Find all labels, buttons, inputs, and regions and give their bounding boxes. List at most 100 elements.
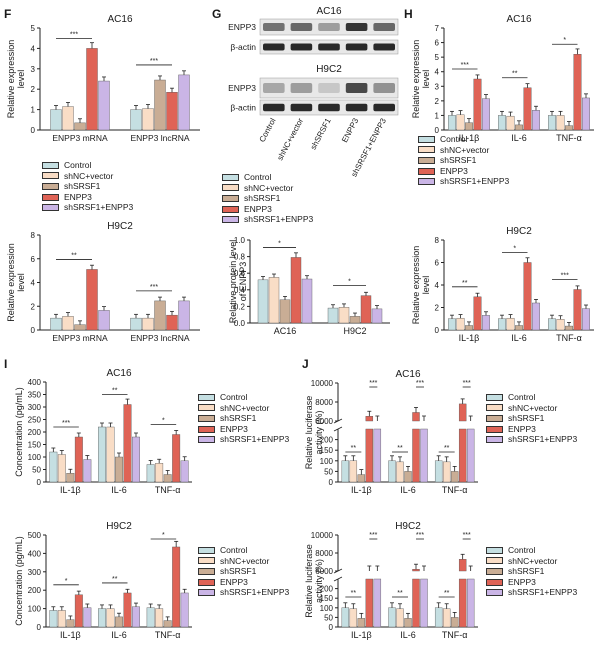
legend-item: shSRSF1 xyxy=(222,193,313,204)
significance-label: *** xyxy=(70,31,78,38)
legend-item: Control xyxy=(198,392,289,403)
legend-item: shSRSF1+ENPP3 xyxy=(486,587,577,598)
significance-label: *** xyxy=(416,532,424,539)
legend-swatch-enpp3 xyxy=(486,425,503,433)
y-tick-label: 4 xyxy=(31,279,36,288)
legend-label: shNC+vector xyxy=(508,402,558,413)
y-axis-label: Relative expression xyxy=(411,40,421,119)
chart-H-H9C2: 0 2 4 6 8 H9C2 Relative expression level ** IL-1β… xyxy=(411,226,594,343)
legend-swatch-control xyxy=(198,393,215,401)
bar xyxy=(163,620,172,628)
legend-swatch-shsrsf1-enpp3 xyxy=(198,436,215,444)
legend-swatch-control xyxy=(222,173,239,181)
legend-item: ENPP3 xyxy=(486,577,577,588)
bar xyxy=(146,464,155,483)
y-tick-label: 0 xyxy=(435,326,440,335)
y-tick-label: 5 xyxy=(31,24,36,33)
y-tick-label: 8000 xyxy=(315,398,333,407)
bar xyxy=(388,607,396,628)
legend-swatch-shsrsf1 xyxy=(198,567,215,575)
x-tick-label: IL-6 xyxy=(400,485,416,495)
legend-item: shNC+vector xyxy=(42,171,133,182)
blot-band xyxy=(345,23,368,31)
significance-label: ** xyxy=(112,388,118,395)
legend-label: shSRSF1 xyxy=(64,181,101,192)
significance-label: *** xyxy=(369,532,377,539)
legend-item: shSRSF1 xyxy=(198,566,289,577)
legend-label: Control xyxy=(220,392,248,402)
chart-F-H9C2: 0 2 4 6 8 H9C2 Relative expression level ** ENPP3… xyxy=(6,221,200,343)
panel-letter-G: G xyxy=(212,7,221,21)
chart-title: AC16 xyxy=(395,369,420,380)
legend-label: ENPP3 xyxy=(64,191,92,202)
bar-lower xyxy=(365,578,374,628)
panel-letter-I: I xyxy=(4,357,7,371)
y-axis-label: level xyxy=(421,70,431,89)
chart-I-H9C2: 0 100 200 300 400 500 H9C2 Concentration (pg/mL… xyxy=(14,521,192,640)
legend-label: shSRSF1 xyxy=(508,413,545,424)
legend-item: ENPP3 xyxy=(486,424,577,435)
bar xyxy=(573,54,582,131)
y-tick-label: 0.6 xyxy=(234,269,246,278)
y-tick-label: 0.8 xyxy=(234,253,246,262)
legend-item: Control xyxy=(418,134,509,145)
bar xyxy=(349,608,358,628)
legend-item: shNC+vector xyxy=(486,403,577,414)
y-tick-label: 100 xyxy=(28,453,42,462)
legend-item: ENPP3 xyxy=(418,166,509,177)
panel-letter-H: H xyxy=(404,7,413,21)
y-tick-label: 10000 xyxy=(311,379,334,388)
legend-J-AC16: Control shNC+vector shSRSF1 ENPP3 shSRSF… xyxy=(486,392,577,445)
bar xyxy=(556,319,565,331)
legend-item: shSRSF1 xyxy=(42,181,133,192)
significance-label: ** xyxy=(397,590,403,597)
bar-lower xyxy=(420,578,428,628)
bar xyxy=(98,608,106,628)
significance-label: ** xyxy=(397,445,403,452)
legend-label: shSRSF1 xyxy=(508,566,545,577)
y-tick-label: 0 xyxy=(329,478,334,487)
legend-label: Control xyxy=(244,172,272,182)
legend-item: shSRSF1+ENPP3 xyxy=(418,176,509,187)
bar xyxy=(442,608,451,628)
bar xyxy=(450,471,459,483)
bar-lower xyxy=(365,428,374,483)
y-axis-label: Relative luciferase xyxy=(304,396,314,470)
bar xyxy=(456,114,465,131)
legend-item: ENPP3 xyxy=(222,204,313,215)
legend-item: shNC+vector xyxy=(418,145,509,156)
bar-upper xyxy=(412,569,420,572)
y-tick-label: 150 xyxy=(320,594,334,603)
bar xyxy=(523,87,532,131)
y-tick-label: 3 xyxy=(31,65,36,74)
legend-swatch-shsrsf1 xyxy=(486,414,503,422)
bar xyxy=(86,48,98,131)
blot-band xyxy=(373,43,395,51)
blot-band xyxy=(345,43,368,51)
bar xyxy=(357,474,366,483)
blot-band xyxy=(290,23,313,31)
bar xyxy=(74,324,86,331)
legend-swatch-shsrsf1 xyxy=(42,182,59,190)
x-tick-label: IL-6 xyxy=(511,133,527,143)
bar xyxy=(57,610,66,628)
legend-swatch-enpp3 xyxy=(198,578,215,586)
chart-title: AC16 xyxy=(506,14,531,25)
x-tick-label: IL-1β xyxy=(60,485,81,495)
bar xyxy=(142,108,154,131)
blot-row-label: β-actin xyxy=(230,103,256,113)
y-tick-label: 200 xyxy=(320,585,334,594)
y-axis-label: Relative luciferase xyxy=(304,544,314,618)
legend-item: shSRSF1+ENPP3 xyxy=(42,202,133,213)
legend-item: shNC+vector xyxy=(198,556,289,567)
bar xyxy=(268,277,280,324)
bar xyxy=(66,619,75,628)
y-tick-label: 6000 xyxy=(315,567,333,576)
legend-label: shNC+vector xyxy=(220,555,270,566)
legend-swatch-shsrsf1 xyxy=(222,194,239,202)
chart-title: AC16 xyxy=(107,14,132,25)
y-tick-label: 250 xyxy=(28,416,42,425)
blot-row-label: β-actin xyxy=(230,42,256,52)
